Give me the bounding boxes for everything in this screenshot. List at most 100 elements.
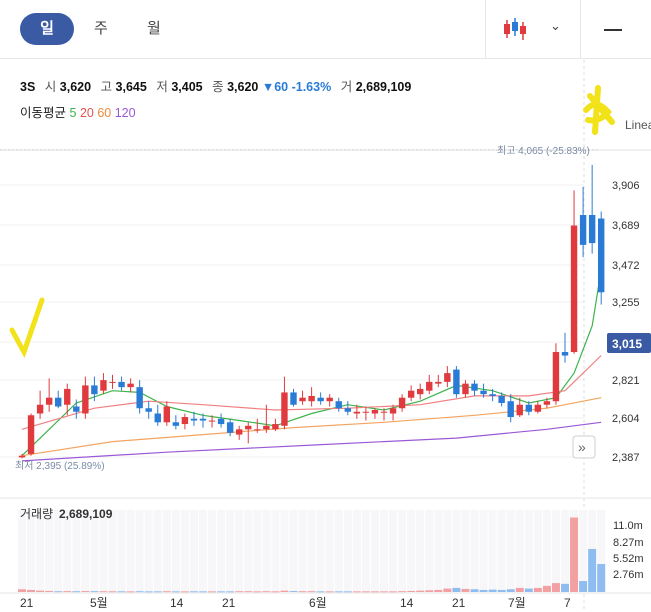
price-tick-label: 2,604 — [612, 413, 640, 425]
volume-bar — [307, 591, 316, 593]
volume-bar — [217, 591, 226, 593]
volume-bar — [90, 591, 99, 593]
volume-bg-column — [144, 510, 153, 592]
volume-bg-column — [244, 510, 253, 592]
candle-body — [335, 401, 342, 409]
candle-body — [398, 397, 406, 409]
volume-bg-column — [316, 510, 325, 592]
candle-body — [326, 397, 333, 402]
volume-bar — [370, 591, 379, 593]
tab-day[interactable]: 일 — [20, 13, 74, 45]
volume-bg-column — [542, 510, 551, 592]
candle-body — [598, 218, 605, 293]
volume-bg-column — [189, 510, 198, 592]
candle-body — [426, 381, 433, 391]
ma20-label: 20 — [79, 106, 94, 120]
candle-body — [525, 404, 532, 412]
stock-code: 3S — [20, 80, 36, 94]
x-tick-label: 21 — [452, 596, 466, 610]
tab-month[interactable]: 월 — [147, 20, 161, 37]
candle-body — [127, 383, 134, 388]
volume-bar — [343, 591, 352, 593]
volume-bar — [316, 591, 325, 593]
candle-body — [245, 425, 252, 430]
volume-bg-column — [524, 510, 533, 592]
volume-bar — [579, 581, 588, 592]
candle-body — [588, 215, 596, 244]
volume-bg-column — [162, 510, 171, 592]
volume-bar — [479, 589, 488, 592]
close-value: 3,620 — [227, 80, 259, 94]
volume-bar — [45, 590, 54, 592]
volume-bar — [497, 589, 506, 592]
volume-bg-column — [506, 510, 515, 592]
volume-tick-label: 2.76m — [613, 569, 644, 581]
candle-body — [91, 385, 98, 395]
candle-body — [480, 390, 487, 395]
candle-body — [208, 420, 216, 422]
volume-bar — [597, 563, 606, 592]
volume-bg-column — [325, 510, 334, 592]
volume-bar — [443, 588, 452, 592]
volume-bar — [189, 591, 198, 593]
volume-bg-column — [18, 510, 26, 592]
volume-bg-column — [370, 510, 379, 592]
candle-body — [100, 380, 107, 391]
volume-bg-column — [515, 510, 524, 592]
volume-bg-column — [398, 510, 407, 592]
volume-bar — [54, 591, 63, 593]
price-tick-label: 3,689 — [612, 220, 640, 232]
candle-body — [507, 401, 514, 418]
candlestick-icon[interactable] — [500, 14, 534, 44]
volume-bg-column — [479, 510, 488, 592]
volume-bg-column — [226, 510, 235, 592]
volume-bar — [226, 591, 235, 593]
ma-label: 이동평균 — [20, 106, 67, 120]
tab-week[interactable]: 주 — [94, 20, 108, 37]
candle-body — [254, 429, 261, 431]
scale-label[interactable]: Linea — [625, 118, 651, 132]
candle-body — [389, 408, 397, 414]
chevron-down-icon[interactable]: ⌄ — [550, 18, 561, 33]
x-tick-label: 14 — [400, 596, 414, 610]
price-summary: 3S 시 3,620 고 3,645 저 3,405 종 3,620 ▼60 -… — [20, 76, 411, 95]
volume-value: 2,689,109 — [355, 80, 412, 94]
volume-bar — [72, 591, 81, 593]
candle-body — [534, 404, 542, 412]
volume-bg-column — [217, 510, 226, 592]
volume-bar — [425, 590, 434, 592]
volume-bg-column — [171, 510, 180, 592]
volume-tick-label: 11.0m — [613, 520, 643, 532]
volume-bg-column — [153, 510, 162, 592]
candle-body — [435, 381, 442, 384]
minimize-icon[interactable] — [604, 29, 622, 31]
volume-bar — [99, 591, 108, 593]
volume-bar — [63, 591, 72, 593]
volume-bar — [108, 591, 117, 593]
volume-bg-column — [443, 510, 452, 592]
volume-bar — [180, 591, 189, 593]
volume-bar — [452, 587, 461, 592]
volume-bar — [244, 591, 253, 593]
volume-bar — [117, 591, 126, 593]
x-tick-label: 5월 — [90, 596, 108, 610]
volume-label: 거 — [340, 80, 353, 94]
candle-body — [73, 406, 80, 412]
moving-average-legend[interactable]: 이동평균 5 20 60 120 — [20, 102, 136, 121]
volume-bg-column — [271, 510, 280, 592]
divider — [580, 0, 581, 58]
volume-bg-column — [298, 510, 307, 592]
candle-body — [199, 418, 207, 421]
volume-tick-label: 8.27m — [613, 537, 644, 549]
candle-body — [417, 388, 424, 395]
candle-body — [236, 429, 243, 435]
volume-bg-column — [597, 510, 606, 592]
candle-body — [190, 418, 198, 421]
candle-body — [552, 352, 560, 402]
volume-bar — [135, 591, 144, 593]
candle-body — [36, 404, 44, 414]
candle-body — [407, 390, 415, 398]
open-value: 3,620 — [59, 80, 92, 94]
volume-bar — [524, 588, 533, 592]
